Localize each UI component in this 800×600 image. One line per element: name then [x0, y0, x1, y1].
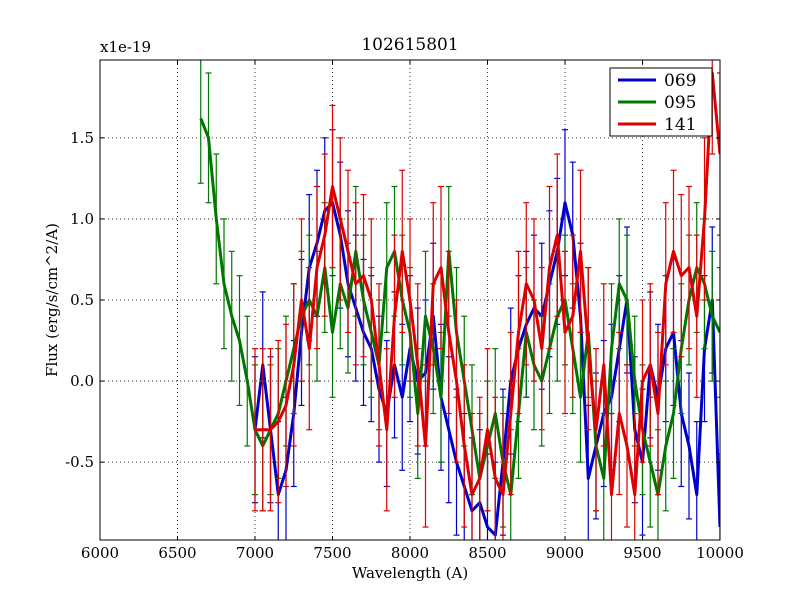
x-tick-label: 8000: [391, 544, 429, 562]
x-tick-label: 9000: [546, 544, 584, 562]
y-tick-label: 0.5: [70, 291, 94, 309]
series-line-141: [255, 71, 720, 497]
y-tick-label: 1.5: [70, 129, 94, 147]
x-tick-label: 6500: [158, 544, 196, 562]
x-tick-label: 6000: [81, 544, 119, 562]
legend-label-141: 141: [664, 115, 696, 135]
series-141: [252, 60, 720, 540]
y-tick-label: 1.0: [70, 210, 94, 228]
x-tick-label: 9500: [623, 544, 661, 562]
legend-label-095: 095: [664, 93, 696, 113]
y-tick-label: -0.5: [65, 453, 94, 471]
y-axis-title: Flux (erg/s/cm^2/A): [43, 223, 61, 377]
x-tick-label: 7500: [313, 544, 351, 562]
axis-ticks: 6000 6500 7000 7500 8000 8500 9000 9500 10000 -0.…: [65, 60, 744, 562]
x-axis-title: Wavelength (A): [352, 564, 468, 582]
x-tick-label: 8500: [468, 544, 506, 562]
chart-title: 102615801: [361, 35, 458, 55]
series-layer: [197, 60, 720, 540]
y-tick-label: 0.0: [70, 372, 94, 390]
y-offset-label: x1e-19: [100, 38, 151, 56]
x-tick-label: 7000: [236, 544, 274, 562]
series-line-095: [199, 117, 720, 497]
legend: 069 095 141: [609, 67, 713, 137]
legend-label-069: 069: [664, 71, 696, 91]
x-tick-label: 10000: [696, 544, 744, 562]
